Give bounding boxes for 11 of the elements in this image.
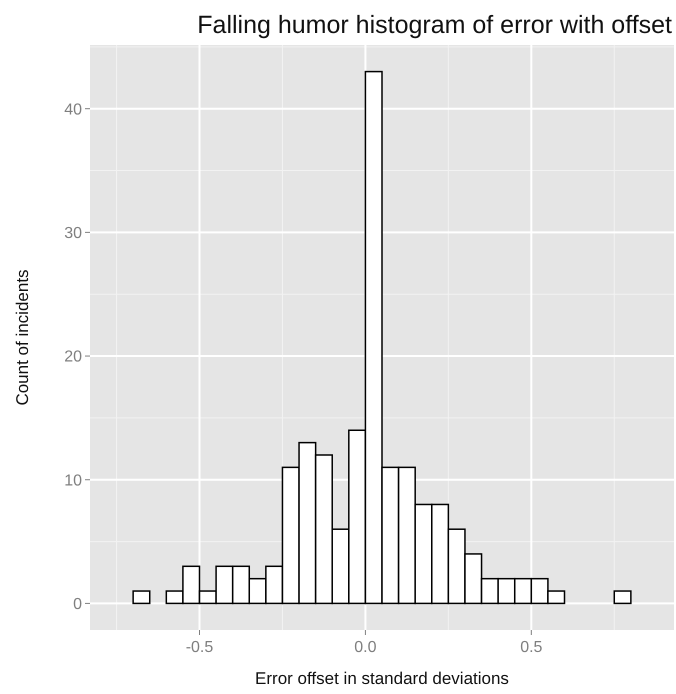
y-tick-label: 20 xyxy=(64,348,82,366)
x-tick-label: 0.0 xyxy=(354,639,377,656)
x-tick-label: 0.5 xyxy=(520,639,543,656)
y-tick-label: 10 xyxy=(64,472,82,490)
x-axis-title: Error offset in standard deviations xyxy=(255,669,509,688)
y-axis-title: Count of incidents xyxy=(13,269,32,406)
y-tick-label: 0 xyxy=(73,596,82,614)
y-tick-label: 40 xyxy=(64,101,82,118)
y-tick-label: 30 xyxy=(64,224,82,242)
x-tick-label: -0.5 xyxy=(186,639,214,656)
chart-title: Falling humor histogram of error with offset xyxy=(197,11,672,39)
